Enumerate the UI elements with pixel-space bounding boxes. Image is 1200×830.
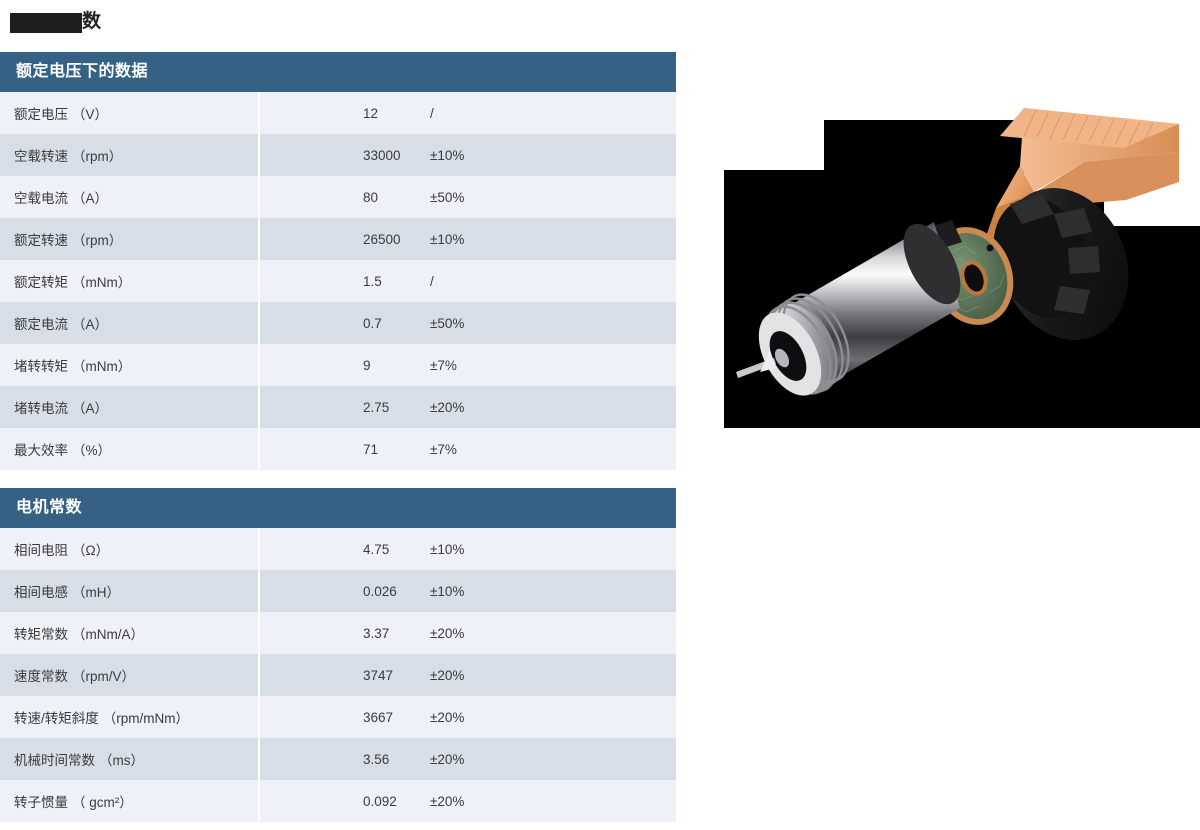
row-unit: （rpm） xyxy=(72,233,123,248)
row-value: 9 xyxy=(363,357,371,373)
row-value: 2.75 xyxy=(363,399,390,415)
row-label: 空载电流 （A） xyxy=(14,191,109,206)
row-label: 空载转速 （rpm） xyxy=(14,149,123,164)
product-image-brushless-dc-motor xyxy=(724,96,1200,428)
row-tolerance: ±20% xyxy=(430,625,465,641)
row-value: 71 xyxy=(363,441,379,457)
row-tolerance: ±50% xyxy=(430,315,465,331)
row-value: 12 xyxy=(363,105,379,121)
row-tolerance: ±20% xyxy=(430,793,465,809)
row-tolerance: / xyxy=(430,105,434,121)
row-unit: （mNm） xyxy=(72,359,132,374)
row-value: 4.75 xyxy=(363,541,390,557)
row-unit: （Ω） xyxy=(72,543,110,558)
row-value: 0.092 xyxy=(363,793,397,809)
motor-shadow xyxy=(754,326,1154,414)
row-label: 转矩常数 （mNm/A） xyxy=(14,627,144,642)
table-row: 最大效率 （%） 71 ±7% xyxy=(0,428,676,470)
table-row: 速度常数 （rpm/V） 3747 ±20% xyxy=(0,654,676,696)
table-row: 堵转转矩 （mNm） 9 ±7% xyxy=(0,344,676,386)
row-tolerance: ±7% xyxy=(430,441,457,457)
row-value: 3.56 xyxy=(363,751,390,767)
spec-table-rated-voltage-data: 额定电压下的数据 额定电压 （V） 12 / 空载转速 （rpm） 33000 ±10% 空载电… xyxy=(0,52,676,470)
row-tolerance: ±10% xyxy=(430,541,465,557)
row-value: 0.026 xyxy=(363,583,397,599)
table-row: 额定电压 （V） 12 / xyxy=(0,92,676,134)
row-value: 3747 xyxy=(363,667,394,683)
table-header-rated-voltage-data: 额定电压下的数据 xyxy=(0,52,676,92)
row-unit: （rpm/mNm） xyxy=(102,711,190,726)
table-row: 相间电感 （mH） 0.026 ±10% xyxy=(0,570,676,612)
row-label: 额定电流 （A） xyxy=(14,317,109,332)
row-unit: （mH） xyxy=(72,585,120,600)
row-label: 转速/转矩斜度 （rpm/mNm） xyxy=(14,711,190,726)
row-tolerance: / xyxy=(430,273,434,289)
row-value: 3667 xyxy=(363,709,394,725)
row-value: 80 xyxy=(363,189,379,205)
row-label: 最大效率 （%） xyxy=(14,443,112,458)
page-title-bar: ██████数 xyxy=(0,0,1200,46)
table-row: 额定转矩 （mNm） 1.5 / xyxy=(0,260,676,302)
row-label: 转子惯量（ gcm²） xyxy=(14,795,133,810)
row-tolerance: ±20% xyxy=(430,709,465,725)
row-value: 3.37 xyxy=(363,625,390,641)
table-header-motor-constants: 电机常数 xyxy=(0,488,676,528)
row-tolerance: ±10% xyxy=(430,583,465,599)
row-unit: （A） xyxy=(72,401,109,416)
page-title-visible-suffix: 数 xyxy=(82,11,102,32)
row-tolerance: ±20% xyxy=(430,667,465,683)
brushless-dc-motor-illustration xyxy=(724,96,1200,428)
table-row: 转速/转矩斜度 （rpm/mNm） 3667 ±20% xyxy=(0,696,676,738)
row-unit: （%） xyxy=(72,443,112,458)
row-tolerance: ±20% xyxy=(430,751,465,767)
motor-end-cap xyxy=(993,188,1129,340)
row-unit: （mNm） xyxy=(72,275,132,290)
row-tolerance: ±50% xyxy=(430,189,465,205)
row-unit: （mNm/A） xyxy=(72,627,144,642)
front-bearing-rings xyxy=(736,293,850,396)
row-label: 堵转电流 （A） xyxy=(14,401,109,416)
table-body-motor-constants: 相间电阻 （Ω） 4.75 ±10% 相间电感 （mH） 0.026 ±10% 转矩常数 （mNm… xyxy=(0,528,676,822)
row-tolerance: ±7% xyxy=(430,357,457,373)
row-label: 额定电压 （V） xyxy=(14,107,109,122)
row-tolerance: ±10% xyxy=(430,147,465,163)
row-label: 速度常数 （rpm/V） xyxy=(14,669,136,684)
row-unit: （ms） xyxy=(99,753,144,768)
table-row: 转矩常数 （mNm/A） 3.37 ±20% xyxy=(0,612,676,654)
spec-table-motor-constants: 电机常数 相间电阻 （Ω） 4.75 ±10% 相间电感 （mH） 0.026 ±10% 转矩常… xyxy=(0,488,676,822)
table-row: 相间电阻 （Ω） 4.75 ±10% xyxy=(0,528,676,570)
table-row: 转子惯量（ gcm²） 0.092 ±20% xyxy=(0,780,676,822)
table-row: 额定转速 （rpm） 26500 ±10% xyxy=(0,218,676,260)
row-label: 相间电阻 （Ω） xyxy=(14,543,110,558)
row-label: 堵转转矩 （mNm） xyxy=(14,359,132,374)
row-label: 机械时间常数 （ms） xyxy=(14,753,144,768)
table-row: 空载电流 （A） 80 ±50% xyxy=(0,176,676,218)
row-value: 33000 xyxy=(363,147,401,163)
row-value: 1.5 xyxy=(363,273,382,289)
row-unit: （V） xyxy=(72,107,109,122)
table-row: 机械时间常数 （ms） 3.56 ±20% xyxy=(0,738,676,780)
row-label: 相间电感 （mH） xyxy=(14,585,120,600)
row-value: 26500 xyxy=(363,231,401,247)
redacted-title-block: ██████ xyxy=(10,13,82,33)
row-label: 额定转矩 （mNm） xyxy=(14,275,132,290)
row-label: 额定转速 （rpm） xyxy=(14,233,123,248)
row-unit: （A） xyxy=(72,191,109,206)
row-value: 0.7 xyxy=(363,315,382,331)
row-tolerance: ±20% xyxy=(430,399,465,415)
table-body-rated-voltage-data: 额定电压 （V） 12 / 空载转速 （rpm） 33000 ±10% 空载电流 （A） 80 ±50… xyxy=(0,92,676,470)
row-unit: （ gcm²） xyxy=(72,795,133,810)
row-unit: （A） xyxy=(72,317,109,332)
table-row: 额定电流 （A） 0.7 ±50% xyxy=(0,302,676,344)
row-unit: （rpm） xyxy=(72,149,123,164)
page-title: ██████数 xyxy=(10,10,101,34)
table-row: 堵转电流 （A） 2.75 ±20% xyxy=(0,386,676,428)
table-row: 空载转速 （rpm） 33000 ±10% xyxy=(0,134,676,176)
row-tolerance: ±10% xyxy=(430,231,465,247)
row-unit: （rpm/V） xyxy=(72,669,136,684)
